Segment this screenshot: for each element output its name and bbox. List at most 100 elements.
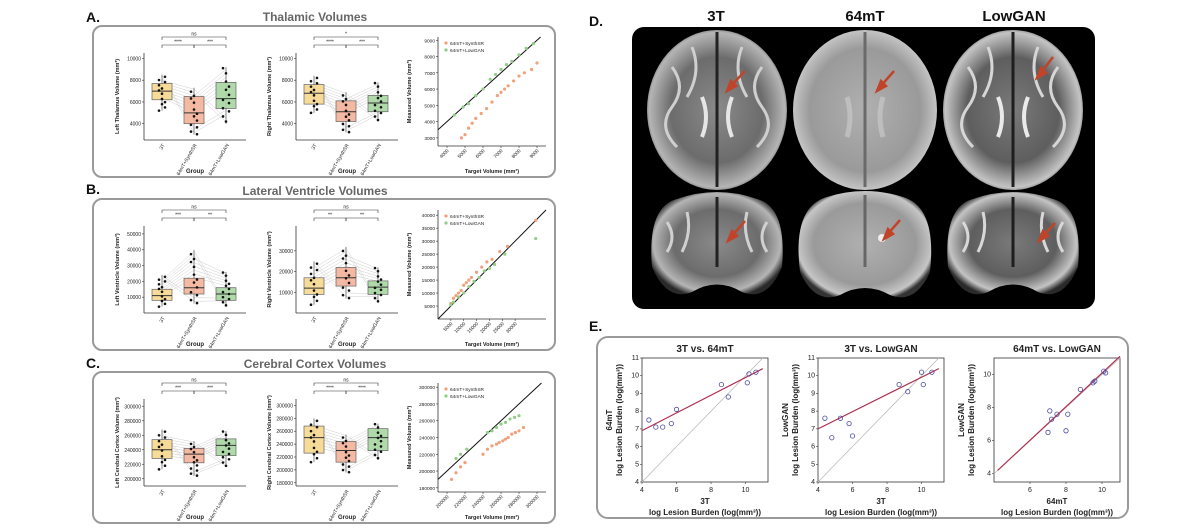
legend-marker: [444, 394, 448, 398]
box-point: [157, 305, 161, 308]
box-point: [160, 290, 164, 294]
data-point: [492, 262, 497, 267]
box-point: [157, 433, 161, 437]
panel-a: 4000 6000 8000 10000 Left Thalamus Volume (m…: [92, 25, 556, 178]
box-point: [227, 93, 231, 97]
y-tick-label: 280000: [124, 419, 141, 425]
significance-bar: [161, 36, 227, 40]
data-point: [920, 381, 926, 388]
box-point: [309, 85, 313, 88]
y-tick-label: 280000: [419, 402, 435, 408]
x-tick-label: 240000: [471, 494, 487, 510]
box-point: [160, 102, 164, 106]
box-rect: [367, 280, 389, 295]
y-tick-label: 4: [635, 479, 639, 486]
box-rect: [215, 82, 237, 109]
x-tick-label: 3T: [159, 489, 167, 497]
y-tick-label: 5000: [424, 103, 435, 109]
data-point: [495, 93, 499, 98]
data-point: [1077, 386, 1084, 393]
box-point: [195, 301, 199, 305]
box-point: [341, 100, 345, 103]
significance-label: **: [208, 213, 212, 219]
box-point: [224, 88, 228, 92]
box-point: [373, 291, 377, 295]
y-tick-label: 240000: [276, 442, 293, 448]
y-tick-label: 10000: [279, 56, 293, 62]
y-axis-title: Measured Volume (mm³): [406, 233, 413, 297]
mri-col-title-64mt: 64mT: [845, 8, 885, 25]
x-tick-label: 280000: [507, 494, 523, 510]
y-tick-label: 200000: [419, 469, 435, 475]
data-point: [522, 71, 526, 75]
x-axis-title: 64mT: [1047, 497, 1068, 506]
box-point: [163, 302, 167, 306]
box-point: [224, 284, 228, 288]
box-point: [376, 275, 380, 278]
box-point: [312, 276, 316, 280]
x-tick-label: 200000: [435, 494, 451, 510]
x-tick-label: 64mT+LowGAN: [208, 143, 231, 176]
y-tick-label: 35000: [422, 226, 436, 232]
box-point: [192, 101, 196, 104]
x-axis-title: Group: [338, 515, 356, 521]
data-point: [1054, 411, 1060, 417]
mri-col-title-3t: 3T: [707, 8, 725, 25]
box-rect: [335, 267, 357, 287]
y-tick-label: 10000: [127, 56, 141, 62]
significance-label: ns: [191, 205, 197, 211]
x-tick-label: 8: [1064, 487, 1068, 494]
box-point: [347, 281, 351, 285]
data-point: [485, 260, 489, 264]
data-point: [469, 275, 474, 280]
significance-bar: [161, 209, 227, 213]
data-point: [513, 430, 517, 435]
y-tick-label: 8: [811, 408, 815, 415]
regression-line: [641, 368, 764, 432]
significance-label: ****: [358, 386, 366, 392]
y-tick-label: 3000: [424, 136, 435, 142]
data-point: [452, 113, 456, 117]
y-axis-title: Left Cerebral Cortex Volume (mm³): [114, 397, 121, 488]
box-point: [315, 293, 319, 296]
section-b-title: Lateral Ventricle Volumes: [242, 184, 388, 198]
legend-marker: [444, 41, 448, 45]
data-point: [465, 447, 469, 451]
y-axis-title: LowGAN: [957, 403, 966, 437]
box-point: [160, 299, 164, 303]
box-point: [376, 426, 380, 429]
box-point: [376, 280, 380, 283]
significance-label: ns: [343, 378, 349, 384]
x-tick-label: 3T: [311, 143, 319, 151]
data-point: [1047, 408, 1053, 414]
box-point: [376, 436, 380, 440]
data-point: [508, 417, 512, 421]
box-rect: [303, 277, 325, 295]
y-tick-label: 10000: [422, 291, 436, 297]
box-point: [227, 292, 231, 296]
significance-label: ***: [359, 40, 365, 46]
box-point: [195, 126, 199, 129]
box-point: [227, 287, 231, 291]
box-point: [315, 82, 319, 85]
data-point: [534, 218, 538, 222]
y-tick-label: 5000: [424, 304, 435, 310]
data-point: [505, 244, 510, 248]
box-point: [315, 425, 319, 429]
y-axis-title: Right Cerebral Cortex Volume (mm³): [266, 395, 273, 490]
data-point: [905, 389, 911, 395]
box-point: [160, 443, 164, 446]
y-tick-label: 4: [811, 479, 815, 486]
x-axis-title: Group: [186, 169, 204, 175]
scatter-chart-svg: 5000100001500020000250003000035000400005…: [406, 209, 547, 348]
box-point: [227, 457, 231, 461]
box-chart-svg: 4000 6000 8000 10000 Left Thalamus Volume (m…: [114, 32, 246, 176]
box-point: [163, 458, 167, 462]
box-point: [157, 89, 161, 92]
data-point: [753, 369, 759, 375]
box-point: [341, 122, 345, 126]
box-point: [163, 75, 167, 79]
lesion-3t-vs-lowgan: 4 5 6 7 8 9 10 11 4 6 8 10 3T vs. LowGAN 3T log Lesion…: [778, 340, 950, 518]
box-point: [221, 271, 225, 274]
y-axis-subtitle: log Lesion Burden (log(mm³)): [615, 364, 624, 476]
